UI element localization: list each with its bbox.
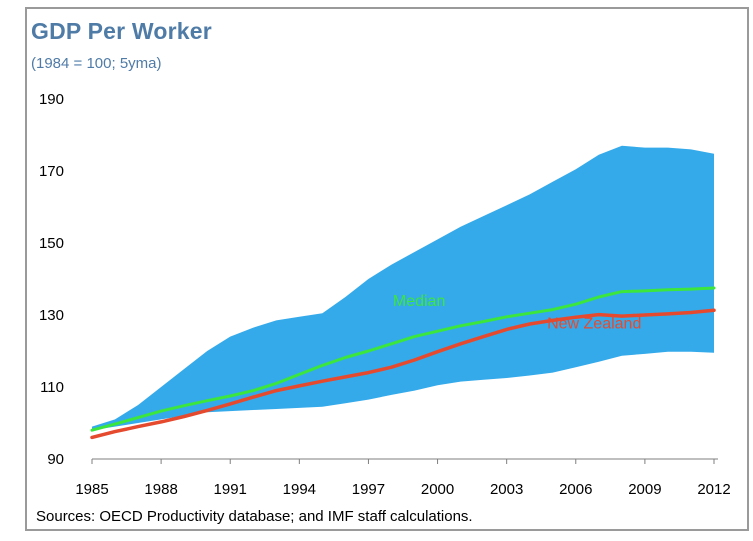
x-tick-label: 2003	[490, 481, 523, 498]
chart-title: GDP Per Worker	[31, 18, 212, 44]
chart-subtitle: (1984 = 100; 5yma)	[31, 55, 162, 72]
oecd-range-label: OECD range	[396, 165, 488, 182]
x-tick-label: 2000	[421, 481, 454, 498]
y-tick-label: 170	[39, 163, 64, 180]
annotations: OECD range Median New Zealand	[393, 165, 641, 332]
axes: 90 110 130 150 170 190 1985 1988 1991 1994 1997 200…	[39, 91, 731, 498]
new-zealand-label: New Zealand	[547, 316, 641, 333]
x-tick-label: 1991	[214, 481, 247, 498]
oecd-range-band	[92, 145, 714, 431]
y-tick-label: 110	[40, 379, 64, 396]
x-tick-label: 1988	[144, 481, 177, 498]
x-tick-label: 2012	[697, 481, 730, 498]
plot-area	[90, 145, 716, 440]
y-tick-label: 190	[39, 91, 64, 108]
new-zealand-line	[90, 308, 716, 440]
x-tick-label: 1985	[75, 481, 108, 498]
y-tick-label: 150	[39, 235, 64, 252]
y-tick-label: 130	[39, 307, 64, 324]
x-tick-label: 1994	[283, 481, 316, 498]
x-tick-label: 1997	[352, 481, 385, 498]
source-note: Sources: OECD Productivity database; and…	[36, 508, 473, 525]
y-tick-label: 90	[47, 451, 64, 468]
x-tick-label: 2006	[559, 481, 592, 498]
median-label: Median	[393, 293, 445, 310]
x-tick-label: 2009	[628, 481, 661, 498]
median-line	[90, 286, 716, 432]
